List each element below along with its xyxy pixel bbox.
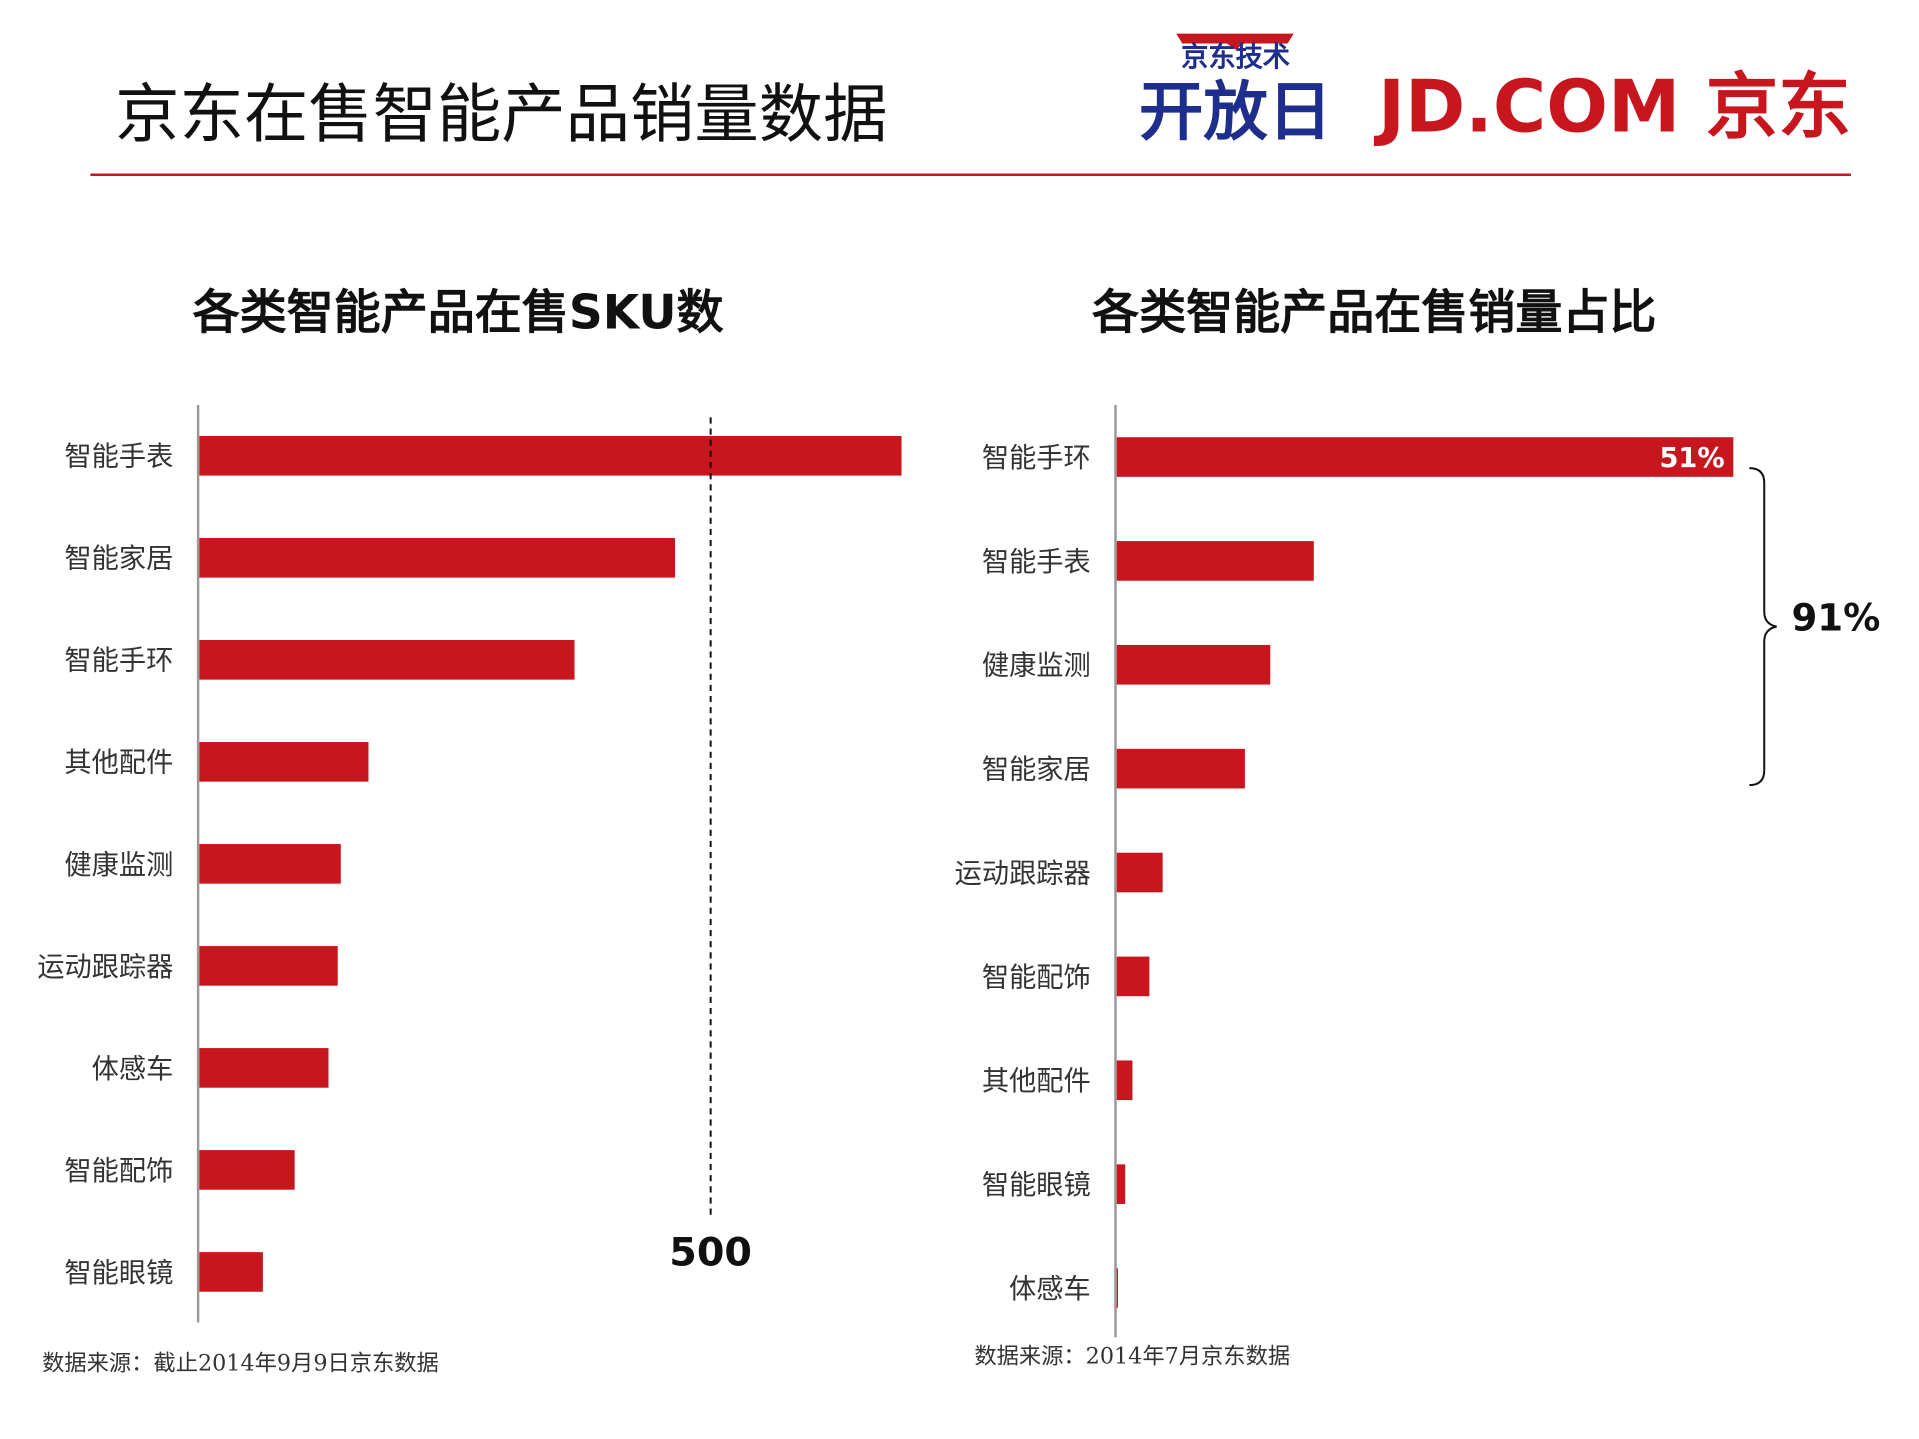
jd-brand-logo: JD.COM 京东 — [1373, 64, 1851, 148]
category-label: 其他配件 — [64, 748, 173, 779]
category-label: 智能眼镜 — [64, 1258, 173, 1289]
bar — [199, 1048, 329, 1088]
data-label: 51% — [1659, 443, 1724, 474]
bar — [1116, 956, 1150, 997]
logo-main-text: 开放日 — [1139, 75, 1332, 150]
page-title: 京东在售智能产品销量数据 — [115, 77, 887, 152]
category-label: 智能家居 — [64, 544, 173, 575]
category-label: 智能手环 — [64, 646, 173, 677]
bar — [1116, 437, 1734, 477]
bar — [1116, 1060, 1133, 1101]
bar — [1116, 644, 1271, 685]
bar — [199, 640, 575, 680]
category-label: 智能手表 — [982, 547, 1091, 578]
category-label: 智能眼镜 — [982, 1170, 1091, 1201]
bar — [1116, 1164, 1126, 1204]
category-label: 智能配饰 — [64, 1156, 173, 1187]
bar — [1116, 541, 1314, 581]
reference-line-label: 500 — [669, 1229, 752, 1275]
chart-title: 各类智能产品在售销量占比 — [1092, 285, 1656, 340]
bar — [199, 537, 675, 578]
category-label: 健康监测 — [982, 651, 1091, 682]
category-label: 其他配件 — [982, 1066, 1091, 1097]
brace-bracket — [1749, 467, 1777, 787]
bar — [199, 844, 341, 884]
bar — [199, 1252, 263, 1292]
sales-share-chart: 各类智能产品在售销量占比 智能手环 51% 智能手表健康监测智能家居运动跟踪器智能配… — [955, 285, 1881, 1369]
bar — [199, 435, 902, 476]
sku-count-chart: 各类智能产品在售SKU数 智能手表智能家居智能手环其他配件健康监测运动跟踪器体感… — [37, 285, 902, 1377]
bar — [1116, 748, 1245, 789]
bar — [199, 946, 338, 986]
source-note: 数据来源：截止2014年9月9日京东数据 — [42, 1351, 439, 1377]
category-label: 体感车 — [92, 1054, 174, 1085]
category-label: 运动跟踪器 — [955, 858, 1091, 889]
category-label: 健康监测 — [64, 850, 173, 881]
category-label: 运动跟踪器 — [37, 952, 173, 983]
bar — [199, 1150, 295, 1190]
category-label: 智能配饰 — [982, 962, 1091, 993]
bar — [1116, 1268, 1118, 1308]
category-label: 智能手表 — [64, 442, 173, 473]
jd-open-day-logo: 京东技术 开放日 — [1139, 33, 1332, 150]
chart-title: 各类智能产品在售SKU数 — [193, 285, 724, 340]
source-note: 数据来源：2014年7月京东数据 — [974, 1343, 1290, 1369]
bar — [199, 742, 369, 782]
category-label: 体感车 — [1009, 1274, 1091, 1305]
bar — [1116, 852, 1163, 893]
logo-badge-text: 京东技术 — [1181, 41, 1290, 73]
category-label: 智能家居 — [982, 755, 1091, 786]
category-label: 智能手环 — [982, 443, 1091, 474]
combined-share-label: 91% — [1791, 596, 1880, 639]
